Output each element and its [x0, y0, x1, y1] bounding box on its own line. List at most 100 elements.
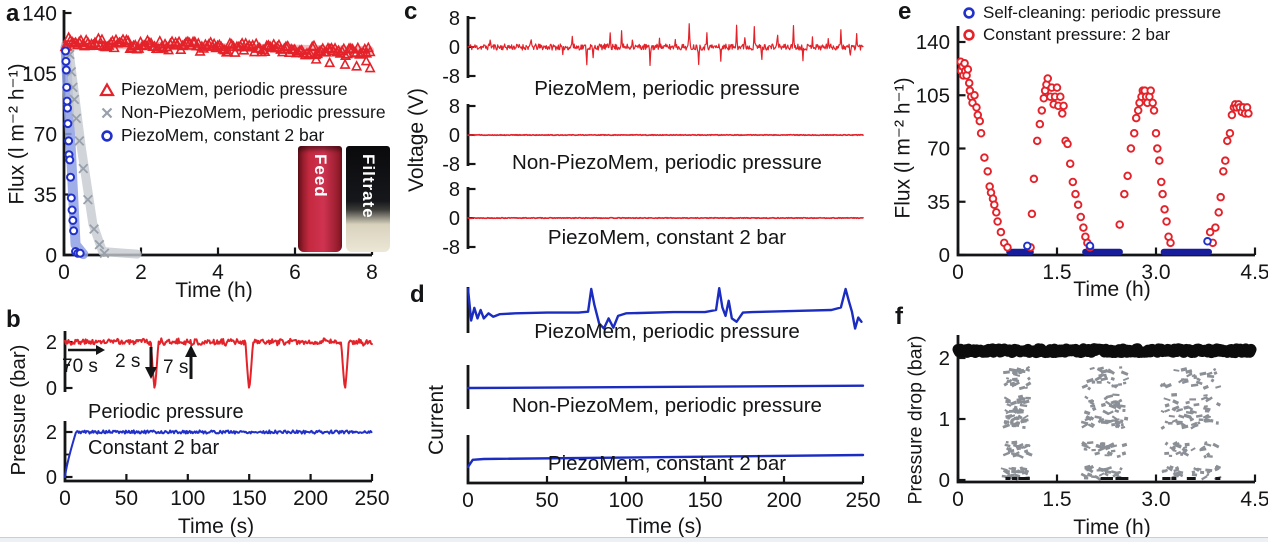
svg-text:1: 1 — [939, 408, 950, 431]
svg-text:0: 0 — [449, 208, 460, 230]
svg-text:2: 2 — [939, 347, 950, 370]
legend-label: PiezoMem, constant 2 bar — [121, 125, 325, 145]
panel-a-piezomem-triangles — [59, 31, 376, 73]
svg-text:8: 8 — [449, 179, 460, 201]
panel-label-d: d — [410, 281, 425, 308]
svg-text:35: 35 — [34, 184, 57, 207]
panel-label-e: e — [898, 0, 912, 25]
panel-label-c: c — [404, 0, 418, 25]
legend-item-nonpiezomem-periodic: Non-PiezoMem, periodic pressure — [100, 101, 386, 124]
legend-label: Self-cleaning: periodic pressure — [983, 3, 1222, 22]
svg-text:3.0: 3.0 — [1141, 261, 1170, 284]
panel-f-x-axis-label: Time (h) — [1073, 516, 1151, 539]
panel-b-row-label-periodic: Periodic pressure — [88, 401, 244, 423]
svg-text:0: 0 — [45, 245, 57, 268]
svg-text:0: 0 — [449, 125, 460, 147]
panel-d-axes: 0 50 100 150 200 250 — [462, 287, 881, 512]
panel-e-constant-pressure-circles — [956, 57, 1253, 252]
panel-d-trace-1 — [466, 286, 863, 330]
panel-e-legend: Self-cleaning: periodic pressure Constan… — [962, 2, 1221, 46]
panel-c-row-label-2: Non-PiezoMem, periodic pressure — [512, 151, 822, 174]
svg-text:35: 35 — [927, 191, 950, 214]
svg-text:8: 8 — [449, 8, 460, 30]
panel-e-y-axis-label: Flux (l m⁻² h⁻¹) — [891, 77, 915, 219]
feed-filtrate-photo: Feed Filtrate — [298, 146, 390, 252]
filtrate-label: Filtrate — [359, 154, 378, 219]
svg-text:4: 4 — [212, 261, 224, 284]
panel-d-y-axis-label: Current — [425, 384, 448, 456]
legend-item-constant-pressure: Constant pressure: 2 bar — [962, 24, 1221, 46]
svg-text:4.5: 4.5 — [1240, 488, 1268, 511]
svg-text:150: 150 — [232, 487, 267, 510]
svg-text:0: 0 — [939, 469, 950, 492]
svg-text:0: 0 — [462, 489, 474, 512]
svg-text:2: 2 — [135, 261, 147, 284]
circle-marker-icon — [100, 129, 114, 143]
circle-marker-icon — [962, 6, 976, 20]
svg-text:0: 0 — [449, 37, 460, 59]
annotation-2s: 2 s — [115, 351, 141, 372]
feed-label: Feed — [311, 154, 330, 198]
panel-d-trace-3 — [466, 453, 865, 469]
panel-a-axes: 0 35 70 105 140 0 2 4 6 8 — [22, 3, 378, 284]
svg-text:1.5: 1.5 — [1042, 261, 1071, 284]
svg-text:0: 0 — [59, 487, 71, 510]
svg-text:2: 2 — [46, 422, 57, 444]
panel-label-f: f — [895, 303, 903, 330]
panel-c-plot: 8 0 -8 8 0 -8 8 0 -8 — [442, 8, 864, 259]
x-marker-icon — [100, 106, 114, 120]
svg-text:0: 0 — [58, 261, 70, 284]
panel-d-row-label-3: PiezoMem, constant 2 bar — [547, 452, 787, 475]
annotation-70s: 70 s — [62, 356, 98, 377]
svg-text:0: 0 — [46, 378, 57, 400]
svg-text:6: 6 — [289, 261, 301, 284]
panel-c-row-label-3: PiezoMem, constant 2 bar — [547, 226, 787, 249]
svg-text:100: 100 — [608, 489, 643, 512]
feed-vial: Feed — [298, 146, 342, 252]
panel-c-row-3: 8 0 -8 — [442, 179, 864, 259]
svg-text:100: 100 — [170, 487, 205, 510]
panel-a-x-axis-label: Time (h) — [175, 279, 253, 302]
panel-c-y-axis-label: Voltage (V) — [405, 88, 428, 192]
svg-text:140: 140 — [916, 31, 950, 54]
svg-text:200: 200 — [293, 487, 328, 510]
panel-e-axes: 0 35 70 105 140 0 1.5 3.0 4.5 — [916, 26, 1268, 284]
annotation-7s: 7 s — [163, 357, 189, 378]
svg-text:0: 0 — [952, 261, 964, 284]
svg-text:200: 200 — [766, 489, 801, 512]
panel-f-pressure-band — [952, 343, 1257, 359]
svg-text:-8: -8 — [442, 237, 460, 259]
panel-label-b: b — [6, 306, 21, 333]
filtrate-vial: Filtrate — [346, 146, 390, 252]
svg-text:3.0: 3.0 — [1141, 488, 1170, 511]
legend-item-piezomem-periodic: PiezoMem, periodic pressure — [99, 78, 386, 101]
panel-a-constant-circles — [61, 46, 85, 258]
panel-c-row-2: 8 0 -8 — [442, 96, 864, 176]
panel-f-gray-speckles — [1000, 365, 1222, 482]
svg-text:8: 8 — [366, 261, 378, 284]
panel-c-row-1: 8 0 -8 — [442, 8, 864, 88]
panel-b-row-label-constant: Constant 2 bar — [88, 437, 220, 459]
panel-f-axes: 0 1 2 0 1.5 3.0 4.5 — [939, 335, 1268, 511]
svg-text:0: 0 — [46, 467, 57, 489]
panel-e-self-cleaning-circles — [1023, 237, 1212, 251]
legend-label: Non-PiezoMem, periodic pressure — [121, 102, 386, 122]
svg-text:105: 105 — [22, 63, 57, 86]
panel-e-plot: 0 35 70 105 140 0 1.5 3.0 4.5 — [916, 26, 1268, 284]
panel-d-x-axis-label: Time (s) — [625, 515, 703, 538]
panel-a-legend: PiezoMem, periodic pressure Non-PiezoMem… — [99, 78, 386, 147]
panel-d-trace-2 — [466, 384, 865, 390]
panel-e-x-axis-label: Time (h) — [1073, 278, 1151, 301]
svg-text:105: 105 — [916, 84, 950, 107]
triangle-marker-icon — [99, 81, 115, 97]
svg-text:50: 50 — [115, 487, 138, 510]
svg-text:50: 50 — [535, 489, 558, 512]
svg-text:-8: -8 — [442, 154, 460, 176]
panel-b-x-axis-label: Time (s) — [177, 515, 255, 538]
circle-marker-icon — [962, 28, 976, 42]
svg-text:4.5: 4.5 — [1240, 261, 1268, 284]
svg-text:2: 2 — [46, 332, 57, 354]
page-edge-strip — [0, 537, 1268, 542]
panel-a-plot: 0 35 70 105 140 0 2 4 6 8 — [22, 3, 378, 284]
svg-text:-8: -8 — [442, 66, 460, 88]
